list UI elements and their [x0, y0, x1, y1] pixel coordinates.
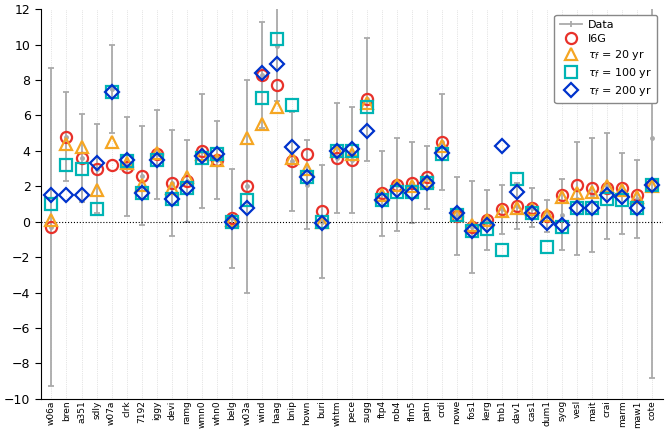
Legend: Data, I6G, $\tau_f$ = 20 yr, $\tau_f$ = 100 yr, $\tau_f$ = 200 yr: Data, I6G, $\tau_f$ = 20 yr, $\tau_f$ = … — [554, 15, 657, 103]
